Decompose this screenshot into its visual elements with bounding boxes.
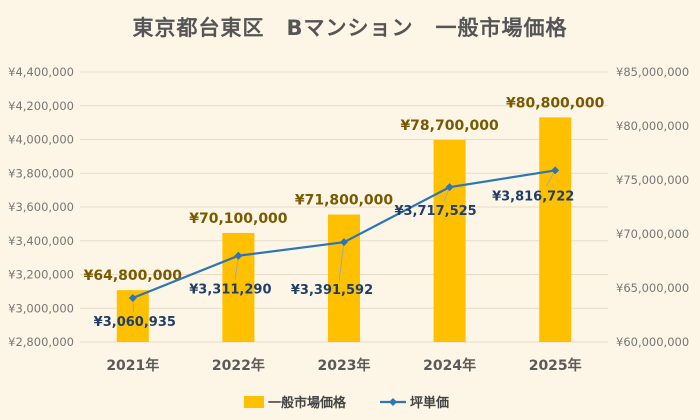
data-label-leader — [338, 242, 345, 281]
data-label-leader — [545, 170, 556, 187]
line-data-label: ¥3,060,935 — [94, 315, 176, 330]
line-data-label: ¥3,816,722 — [492, 189, 574, 204]
chart-title: 東京都台東区 Bマンション 一般市場価格 — [132, 16, 568, 40]
bar — [328, 214, 360, 342]
right-axis-tick-label: ¥85,000,000 — [616, 65, 689, 79]
left-axis-tick-label: ¥4,400,000 — [8, 65, 74, 79]
line-data-label: ¥3,391,592 — [291, 283, 373, 298]
line-point — [551, 166, 560, 175]
right-axis-tick-label: ¥65,000,000 — [616, 281, 689, 295]
left-axis-tick-label: ¥4,000,000 — [8, 133, 74, 147]
right-axis-tick-label: ¥80,000,000 — [616, 119, 689, 133]
bar-data-label: ¥64,800,000 — [84, 268, 183, 284]
bar-data-label: ¥70,100,000 — [189, 211, 288, 227]
x-axis-tick-label: 2025年 — [529, 357, 582, 374]
line-point — [234, 251, 243, 260]
right-axis-tick-label: ¥70,000,000 — [616, 227, 689, 241]
x-axis-tick-label: 2022年 — [212, 357, 265, 374]
legend-swatch-bar — [244, 396, 264, 408]
x-axis-tick-label: 2024年 — [423, 357, 476, 374]
bar-data-label: ¥80,800,000 — [506, 95, 605, 111]
right-axis-tick-label: ¥60,000,000 — [616, 335, 689, 349]
bar — [539, 117, 572, 342]
legend-label-bar: 一般市場価格 — [268, 395, 347, 411]
left-axis-tick-label: ¥2,800,000 — [8, 335, 74, 349]
left-axis-tick-label: ¥3,800,000 — [8, 166, 74, 180]
legend-label-line: 坪単価 — [410, 395, 449, 411]
bar — [433, 140, 466, 342]
line-point — [128, 293, 137, 302]
bar — [222, 232, 255, 342]
left-axis-tick-label: ¥4,200,000 — [8, 99, 74, 113]
bar-data-label: ¥78,700,000 — [400, 118, 499, 134]
left-axis-tick-label: ¥3,200,000 — [8, 268, 74, 282]
x-axis-tick-label: 2023年 — [318, 357, 371, 374]
right-axis-tick-label: ¥75,000,000 — [616, 173, 689, 187]
line-data-label: ¥3,311,290 — [189, 283, 271, 298]
legend-marker-line — [389, 398, 397, 406]
x-axis-tick-label: 2021年 — [106, 357, 159, 374]
line-point — [445, 183, 454, 192]
left-axis-tick-label: ¥3,000,000 — [8, 301, 74, 315]
line-point — [340, 238, 348, 247]
left-axis-tick-label: ¥3,600,000 — [8, 200, 74, 214]
left-axis-tick-label: ¥3,400,000 — [8, 234, 74, 248]
bar-data-label: ¥71,800,000 — [295, 193, 394, 209]
line-data-label: ¥3,717,525 — [394, 204, 476, 219]
data-label-leader — [234, 255, 239, 280]
